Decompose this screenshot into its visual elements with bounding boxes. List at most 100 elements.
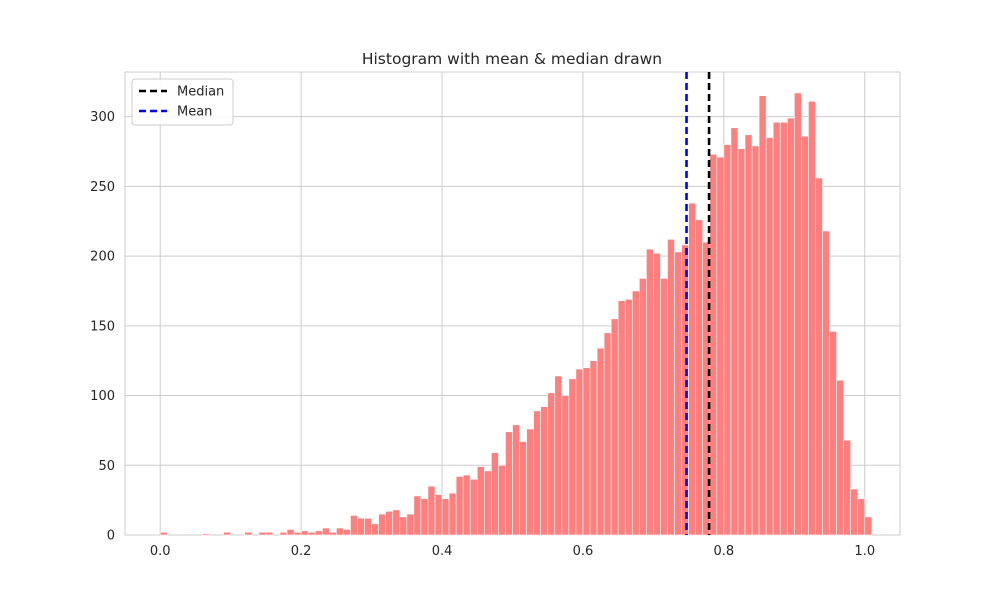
histogram-bar: [561, 395, 570, 536]
reference-lines: [685, 72, 711, 535]
histogram-bar: [772, 121, 781, 536]
histogram-bar: [336, 527, 344, 536]
histogram-bar: [399, 516, 408, 536]
histogram-bar: [667, 239, 675, 536]
histogram-bar: [709, 153, 718, 536]
histogram-bar: [695, 219, 704, 536]
histogram-bar: [484, 470, 492, 536]
histogram-bar: [554, 375, 563, 536]
histogram-bar: [596, 347, 605, 536]
legend: Median Mean: [131, 78, 234, 126]
histogram-bar: [674, 251, 682, 536]
histogram-bar: [329, 531, 337, 536]
histogram-bar: [244, 531, 253, 536]
y-axis-ticks: 0 50 100 150 200 250 300: [90, 110, 115, 543]
histogram-bar: [533, 410, 541, 536]
histogram-bar: [808, 100, 816, 536]
histogram-bar: [371, 523, 379, 536]
histogram-bar: [314, 530, 323, 536]
histogram-bar: [646, 248, 654, 536]
histogram-bar: [469, 478, 478, 536]
histogram-bar: [343, 529, 351, 536]
histogram-bar: [730, 127, 739, 536]
histogram-bar: [540, 406, 549, 536]
histogram-bar: [688, 202, 696, 536]
x-tick-label: 1.0: [854, 544, 875, 559]
histogram-bar: [653, 252, 661, 536]
histogram-bar: [744, 134, 753, 536]
histogram-bar: [737, 148, 746, 536]
histogram-bar: [751, 145, 760, 536]
y-tick-label: 100: [90, 389, 115, 404]
histogram-bar: [660, 278, 668, 536]
histogram-bar: [758, 95, 767, 536]
histogram-bar: [286, 529, 295, 536]
histogram-bar: [498, 464, 506, 536]
histogram-bar: [568, 378, 577, 536]
histogram-bar: [815, 177, 823, 536]
x-tick-label: 0.6: [573, 544, 594, 559]
histogram-bar: [850, 488, 859, 536]
histogram-bar: [427, 485, 436, 536]
legend-label-mean: Mean: [177, 105, 212, 120]
histogram-bar: [434, 494, 443, 536]
histogram-bar: [723, 144, 732, 536]
y-tick-label: 250: [90, 180, 115, 195]
x-tick-label: 0.4: [432, 544, 453, 559]
histogram-bar: [864, 516, 873, 536]
histogram-bar: [420, 498, 429, 536]
histogram-bar: [822, 230, 830, 536]
histogram-bar: [413, 495, 422, 536]
histogram-bars: [159, 92, 873, 536]
histogram-bar: [448, 492, 457, 536]
histogram-bar: [836, 379, 844, 536]
histogram-bar: [631, 290, 640, 536]
y-tick-label: 300: [90, 110, 115, 125]
y-tick-label: 150: [90, 319, 115, 334]
legend-label-median: Median: [177, 85, 224, 100]
histogram-bar: [392, 509, 401, 536]
y-tick-label: 50: [98, 459, 115, 474]
histogram-bar: [526, 428, 534, 536]
histogram-bar: [779, 121, 788, 536]
histogram-bar: [441, 498, 450, 536]
histogram-bar: [307, 531, 316, 536]
histogram-bar: [385, 510, 394, 536]
histogram-bar: [364, 517, 372, 536]
histogram-bar: [378, 513, 386, 536]
histogram-bar: [801, 135, 809, 536]
chart-title: Histogram with mean & median drawn: [362, 50, 662, 68]
histogram-bar: [279, 531, 288, 536]
histogram-bar: [293, 531, 302, 536]
histogram-bar: [575, 368, 584, 536]
histogram-bar: [786, 117, 795, 536]
histogram-bar: [857, 498, 866, 536]
x-tick-label: 0.8: [714, 544, 735, 559]
histogram-bar: [603, 332, 612, 536]
x-tick-label: 0.0: [150, 544, 171, 559]
histogram-bar: [582, 367, 591, 536]
histogram-bar: [223, 531, 231, 536]
histogram-bar: [843, 439, 851, 536]
histogram-bar: [462, 474, 471, 536]
histogram-bar: [321, 527, 330, 536]
histogram-bar: [491, 452, 499, 536]
y-tick-label: 0: [107, 529, 115, 544]
histogram-bar: [265, 531, 274, 536]
histogram-bar: [624, 299, 633, 536]
histogram-bar: [639, 278, 647, 536]
histogram-bar: [512, 424, 520, 536]
x-tick-label: 0.2: [291, 544, 312, 559]
histogram-bar: [617, 300, 626, 536]
x-axis-ticks: 0.0 0.2 0.4 0.6 0.8 1.0: [150, 544, 875, 559]
histogram-bar: [794, 92, 802, 536]
histogram-bar: [829, 331, 837, 536]
legend-box: [131, 78, 234, 126]
histogram-bar: [357, 517, 365, 536]
histogram-bar: [765, 137, 774, 536]
histogram-bar: [202, 533, 210, 536]
histogram-bar: [300, 530, 309, 536]
histogram-bar: [455, 476, 464, 536]
histogram-bar: [519, 441, 527, 536]
